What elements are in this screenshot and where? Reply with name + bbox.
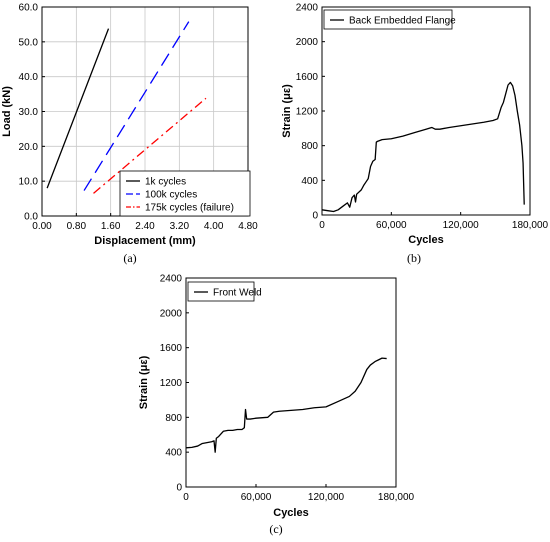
- y-tick-label: 30.0: [19, 107, 39, 118]
- y-tick-label: 2400: [160, 274, 183, 285]
- legend-label: 175k cycles (failure): [145, 203, 234, 214]
- y-tick-label: 0: [176, 483, 182, 494]
- x-tick-label: 0: [319, 220, 325, 231]
- y-tick-label: 1200: [296, 107, 319, 118]
- plot-frame: [185, 277, 397, 488]
- chart-panel-3: 0 60,000 120,000 180,000 0 400 800 1200 1600 2000…: [138, 274, 415, 537]
- y-tick-label: 0.0: [24, 212, 38, 223]
- legend-label: Back Embedded Flange: [349, 16, 456, 27]
- series-line-2: [83, 21, 190, 191]
- plot-frame: [321, 6, 531, 216]
- y-axis-label: Strain (με): [281, 84, 293, 138]
- y-tick-label: 50.0: [19, 37, 39, 48]
- series-line-1: [46, 28, 110, 189]
- y-tick-label: 20.0: [19, 142, 39, 153]
- y-axis-label: Load (kN): [1, 86, 13, 137]
- figure-caption: (b): [407, 251, 421, 265]
- series-line-1: [321, 81, 525, 213]
- x-tick-label: 60,000: [376, 220, 407, 231]
- x-tick-label: 120,000: [443, 220, 480, 231]
- x-tick-label: 180,000: [378, 492, 415, 503]
- y-tick-label: 800: [301, 141, 318, 152]
- y-tick-label: 1200: [160, 378, 183, 389]
- legend-label: 1k cycles: [145, 177, 186, 188]
- legend: Back Embedded Flange: [323, 9, 456, 30]
- y-tick-label: 2000: [160, 308, 183, 319]
- y-tick-label: 40.0: [19, 72, 39, 83]
- x-tick-label: 0.00: [32, 221, 52, 232]
- y-tick-label: 10.0: [19, 177, 39, 188]
- x-tick-label: 120,000: [308, 492, 345, 503]
- chart-panel-2: 0 60,000 120,000 180,000 0 400 800 1200 1600 2000…: [281, 3, 549, 266]
- x-tick-label: 60,000: [241, 492, 272, 503]
- x-tick-label: 4.80: [238, 221, 258, 232]
- x-axis-label: Displacement (mm): [94, 235, 196, 247]
- legend-box: [119, 170, 251, 217]
- x-axis-label: Cycles: [408, 234, 443, 246]
- y-tick-label: 1600: [296, 72, 319, 83]
- y-tick-label: 400: [165, 448, 182, 459]
- x-tick-label: 0: [183, 492, 189, 503]
- y-axis-label: Strain (με): [138, 355, 150, 409]
- x-tick-label: 0.80: [67, 221, 87, 232]
- chart-panel-1: 0.00 0.80 1.60 2.40 3.20 4.00 4.80 0.0 10.0 20.0 3…: [1, 3, 258, 266]
- y-tick-label: 800: [165, 413, 182, 424]
- figure-caption: (c): [269, 522, 282, 536]
- x-axis-label: Cycles: [273, 507, 308, 519]
- figure-caption: (a): [123, 251, 136, 265]
- y-tick-label: 2400: [296, 3, 319, 14]
- x-tick-label: 3.20: [170, 221, 190, 232]
- legend: Front Weld: [187, 281, 262, 302]
- legend: 1k cycles 100k cycles 175k cycles (failure…: [119, 170, 251, 217]
- series-line-1: [185, 357, 387, 453]
- y-tick-label: 60.0: [19, 3, 39, 14]
- y-tick-label: 400: [301, 176, 318, 187]
- y-tick-label: 0: [312, 211, 318, 222]
- legend-label: 100k cycles: [145, 190, 197, 201]
- x-tick-label: 180,000: [512, 220, 549, 231]
- series-line-3: [93, 97, 207, 194]
- legend-label: Front Weld: [213, 288, 262, 299]
- x-tick-label: 4.00: [204, 221, 224, 232]
- legend-box: [187, 281, 255, 302]
- x-tick-label: 1.60: [101, 221, 121, 232]
- y-tick-label: 1600: [160, 343, 183, 354]
- x-tick-label: 2.40: [135, 221, 155, 232]
- y-tick-label: 2000: [296, 37, 319, 48]
- legend-box: [323, 9, 453, 30]
